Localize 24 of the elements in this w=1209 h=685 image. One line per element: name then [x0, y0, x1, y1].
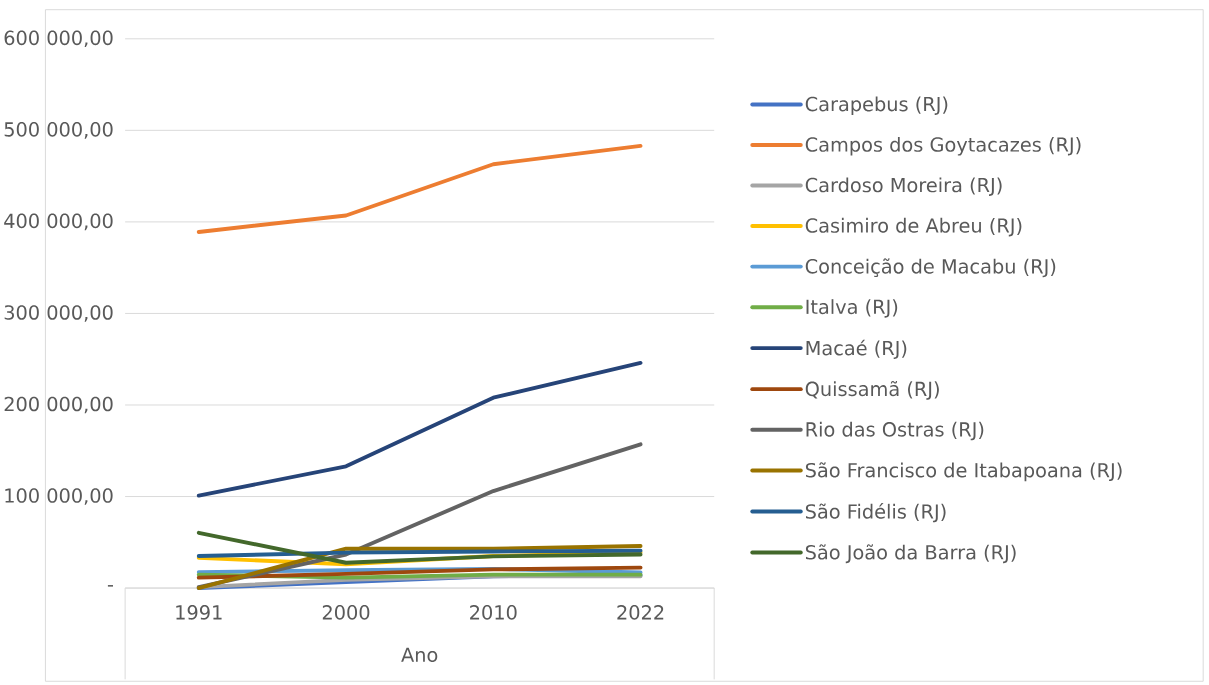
- legend-label: Macaé (RJ): [806, 339, 907, 359]
- legend-label: Italva (RJ): [806, 299, 898, 318]
- y-tick-label: 600 000,00: [4, 30, 113, 48]
- y-tick-label: -: [107, 585, 113, 587]
- x-tick-label: 2000: [322, 605, 370, 620]
- y-tick-label: 100 000,00: [5, 488, 113, 505]
- legend-label: São João da Barra (RJ): [805, 544, 1016, 564]
- x-tick-label: 2010: [470, 605, 517, 620]
- x-tick-label: 1991: [176, 605, 222, 620]
- legend-label: Rio das Ostras (RJ): [806, 421, 984, 441]
- legend-label: São Fidélis (RJ): [805, 502, 946, 523]
- legend-label: Conceição de Macabu (RJ): [805, 258, 1056, 278]
- y-tick-label: 400 000,00: [4, 213, 113, 231]
- legend-label: Cardoso Moreira (RJ): [805, 177, 1002, 196]
- legend-label: Carapebus (RJ): [805, 96, 948, 116]
- x-tick-label: 2022: [617, 605, 664, 620]
- legend-label: São Francisco de Itabapoana (RJ): [805, 462, 1122, 482]
- y-tick-label: 200 000,00: [4, 396, 113, 414]
- y-tick-label: 300 000,00: [4, 305, 113, 322]
- legend-label: Campos dos Goytacazes (RJ): [805, 136, 1081, 156]
- y-tick-label: 500 000,00: [4, 122, 113, 139]
- x-axis-title: Ano: [401, 647, 438, 663]
- legend-label: Quissamã (RJ): [805, 380, 939, 400]
- legend-label: Casimiro de Abreu (RJ): [805, 217, 1022, 237]
